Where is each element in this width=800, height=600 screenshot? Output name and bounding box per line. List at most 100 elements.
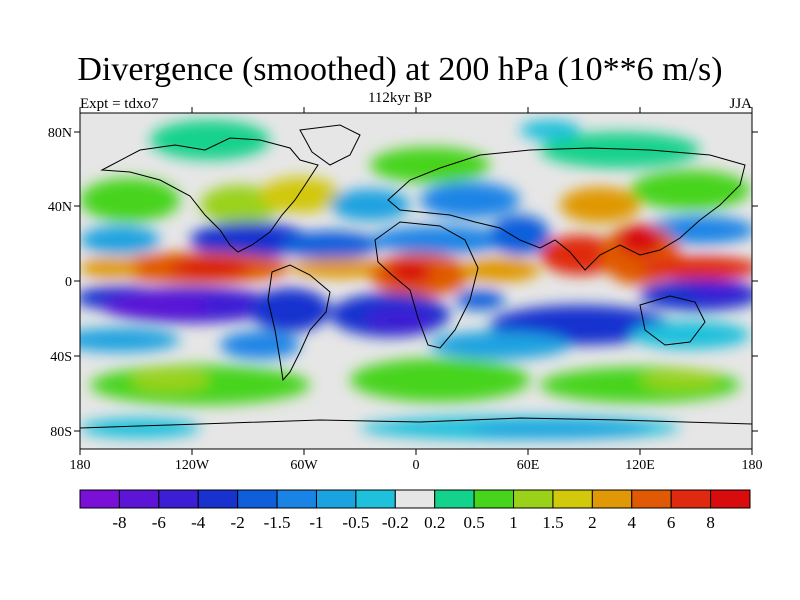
- colorbar-swatch: [158, 489, 199, 509]
- colorbar-swatch: [237, 489, 278, 509]
- colorbar-swatch: [473, 489, 515, 509]
- y-tick-label-0: 0: [65, 275, 72, 290]
- region-shape: [690, 280, 750, 300]
- coastlines: [80, 124, 752, 429]
- region-shape: [388, 260, 432, 284]
- region-shape: [290, 258, 390, 278]
- colorbar-label: 1: [509, 513, 518, 532]
- x-tick-label-120W: 120W: [175, 458, 210, 473]
- region-shape: [350, 358, 530, 402]
- region-shape: [280, 231, 380, 259]
- colorbar-swatch: [315, 489, 357, 509]
- region-shape: [540, 235, 620, 275]
- colorbar-label: -2: [231, 513, 245, 532]
- region-shape: [490, 215, 550, 255]
- region-shape: [370, 226, 510, 254]
- colorbar-label: 4: [628, 513, 637, 532]
- greenland-coast: [299, 124, 361, 166]
- y-tick-label-80N: 80N: [48, 126, 72, 141]
- colorbar-label: -1: [309, 513, 323, 532]
- region-shape: [370, 147, 490, 183]
- colorbar-swatch: [276, 489, 317, 509]
- region-shape: [630, 170, 750, 210]
- x-tick-label-120E: 120E: [625, 458, 655, 473]
- region-shape: [430, 331, 570, 359]
- chart-title: Divergence (smoothed) at 200 hPa (10**6 …: [77, 51, 723, 88]
- colorbar-swatch: [355, 489, 396, 509]
- region-shape: [630, 321, 750, 349]
- colorbar-swatch: [631, 489, 672, 509]
- colorbar: -8 -6 -4 -2 -1.5 -1 -0.5 -0.2 0.2 0.5 1 1.5 2 4 6 8: [79, 489, 751, 532]
- region-shape: [170, 259, 250, 277]
- region-shape: [80, 328, 180, 352]
- region-shape: [540, 132, 700, 168]
- colorbar-label: 8: [706, 513, 715, 532]
- region-shape: [420, 182, 520, 218]
- colorbar-label: 6: [667, 513, 676, 532]
- region-shape: [130, 368, 210, 392]
- colorbar-label: 1.5: [542, 513, 563, 532]
- y-axis: 80N 40N 0 40S 80S: [48, 126, 72, 440]
- region-shape: [220, 331, 300, 359]
- australia-coast: [639, 295, 706, 346]
- region-shape: [560, 187, 640, 223]
- region-shape: [250, 288, 330, 332]
- region-shape: [365, 308, 435, 332]
- y-tick-label-40N: 40N: [48, 200, 72, 215]
- colorbar-swatch: [434, 489, 475, 509]
- region-shape: [618, 224, 662, 256]
- region-shape: [330, 189, 410, 221]
- colorbar-swatch: [394, 489, 436, 509]
- season-label: JJA: [729, 96, 752, 112]
- x-tick-label-180E: 180: [742, 458, 763, 473]
- experiment-label: Expt = tdxo7: [80, 96, 159, 112]
- colorbar-swatch: [710, 489, 751, 509]
- x-axis: 180 120W 60W 0 60E 120E 180: [70, 458, 763, 473]
- colorbar-swatch: [118, 489, 160, 509]
- region-shape: [520, 120, 580, 140]
- x-tick-label-0: 0: [413, 458, 420, 473]
- colorbar-swatch: [79, 489, 120, 509]
- region-shape: [190, 222, 310, 258]
- colorbar-swatch: [591, 489, 633, 509]
- region-shape: [80, 418, 200, 438]
- divergence-field: [80, 113, 752, 449]
- colorbar-label: 2: [588, 513, 597, 532]
- region-shape: [80, 258, 140, 278]
- region-shape: [110, 294, 210, 316]
- north-america-coast: [100, 137, 319, 253]
- region-shape: [460, 258, 540, 282]
- region-shape: [260, 177, 340, 213]
- region-shape: [470, 422, 650, 438]
- colorbar-label: -8: [112, 513, 126, 532]
- region-shape: [80, 178, 180, 222]
- colorbar-swatch: [197, 489, 239, 509]
- colorbar-label: -4: [191, 513, 206, 532]
- africa-coast: [374, 221, 479, 349]
- colorbar-label: -6: [152, 513, 166, 532]
- region-shape: [150, 120, 270, 160]
- colorbar-label: -0.2: [382, 513, 409, 532]
- y-tick-label-80S: 80S: [50, 425, 72, 440]
- region-shape: [455, 290, 505, 310]
- colorbar-swatch: [670, 489, 712, 509]
- axis-ticks: [74, 107, 758, 455]
- region-shape: [80, 226, 160, 254]
- region-shape: [640, 256, 752, 280]
- eurasia-coast: [387, 147, 746, 271]
- x-tick-label-60E: 60E: [517, 458, 540, 473]
- region-shape: [640, 370, 720, 390]
- colorbar-swatch: [552, 489, 593, 509]
- contour-regions: [80, 120, 752, 440]
- x-tick-label-60W: 60W: [290, 458, 318, 473]
- antarctica-coast: [80, 417, 752, 429]
- colorbar-label: -1.5: [264, 513, 291, 532]
- colorbar-label: 0.2: [424, 513, 445, 532]
- period-label: 112kyr BP: [367, 90, 433, 106]
- south-america-coast: [267, 264, 331, 382]
- y-tick-label-40S: 40S: [50, 350, 72, 365]
- colorbar-label: 0.5: [463, 513, 484, 532]
- x-tick-label-180W: 180: [70, 458, 91, 473]
- colorbar-swatch: [513, 489, 554, 509]
